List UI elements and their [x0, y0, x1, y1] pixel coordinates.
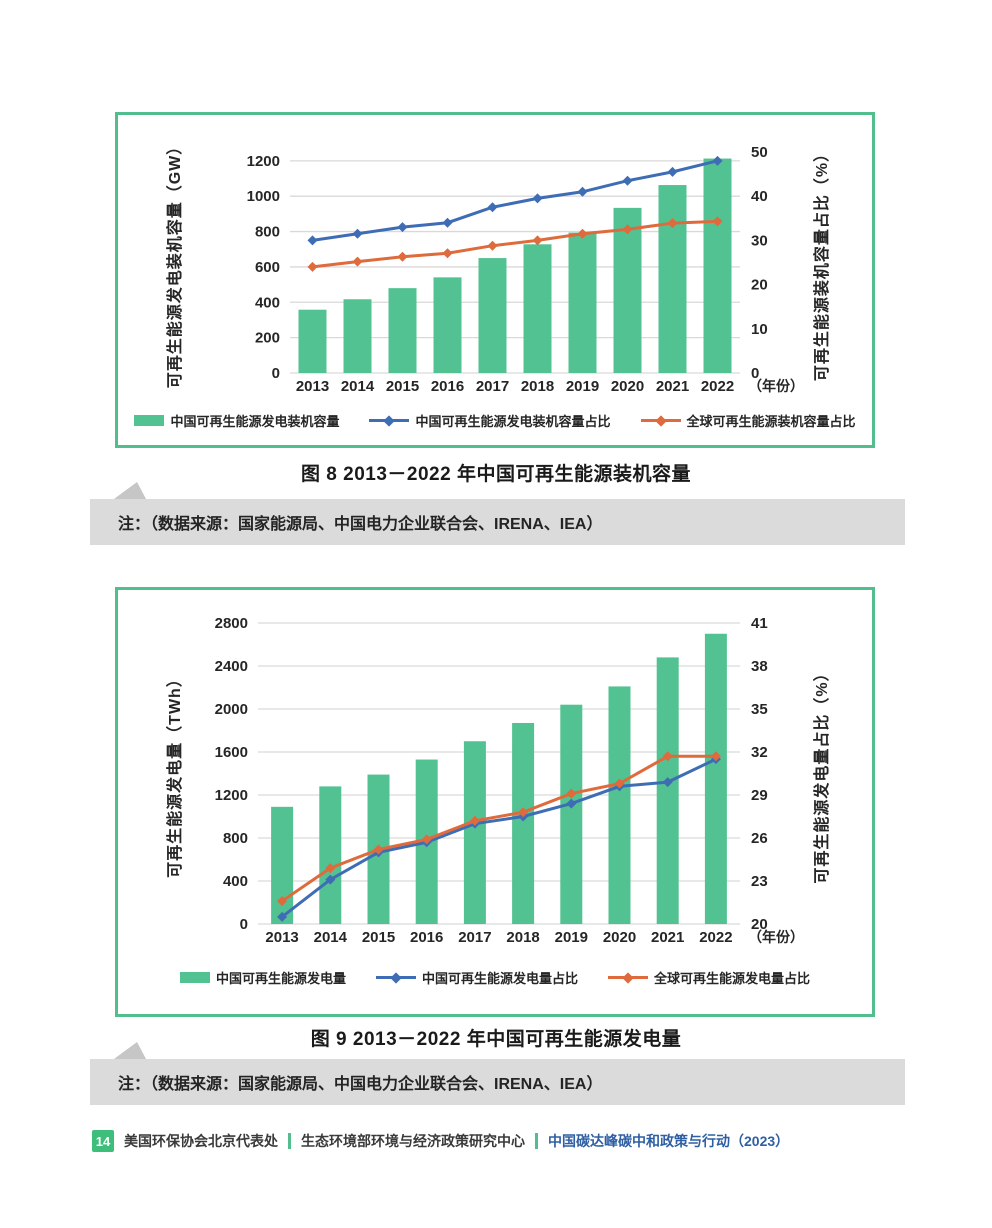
svg-text:2013: 2013 [265, 929, 298, 946]
svg-text:29: 29 [751, 787, 768, 804]
figure-9-legend: 中国可再生能源发电量 中国可再生能源发电量占比 全球可再生能源发电量占比 [118, 968, 872, 987]
svg-text:2016: 2016 [410, 929, 443, 946]
svg-text:2000: 2000 [215, 701, 248, 718]
svg-text:2014: 2014 [341, 378, 375, 395]
svg-text:32: 32 [751, 744, 768, 761]
svg-text:2018: 2018 [521, 378, 554, 395]
figure-9-caption: 图 9 2013－2022 年中国可再生能源发电量 [310, 1029, 682, 1050]
figure-8-chart-canvas: 0 200 400 600 800 1000 1200 0 10 20 30 40 50 2013 2014… [247, 144, 804, 395]
footer-doc-title: 中国碳达峰碳中和政策与行动（2023） [548, 1133, 790, 1149]
svg-text:2021: 2021 [651, 929, 684, 946]
line-marker-icon [640, 414, 681, 427]
svg-text:800: 800 [223, 830, 248, 847]
line-marker-icon [375, 971, 416, 984]
legend-label: 中国可再生能源发电量 [215, 971, 346, 986]
figure-9-note-bar: 注：（数据来源：国家能源局、中国电力企业联合会、IRENA、IEA） [90, 1042, 905, 1105]
figure-8-legend: 中国可再生能源发电装机容量 中国可再生能源发电装机容量占比 全球可再生能源装机容量占… [118, 411, 872, 430]
svg-text:（年份）: （年份） [748, 378, 804, 394]
figure-9-note-text: 注：（数据来源：国家能源局、中国电力企业联合会、IRENA、IEA） [118, 1076, 603, 1093]
figure-9-right-axis-label: 可再生能源发电量占比（%） [814, 664, 831, 884]
svg-text:41: 41 [751, 615, 768, 632]
svg-text:2014: 2014 [314, 929, 348, 946]
divider [535, 1133, 538, 1149]
svg-text:0: 0 [751, 365, 759, 382]
svg-text:（年份）: （年份） [748, 929, 804, 945]
svg-text:2017: 2017 [476, 378, 509, 395]
figure-8-left-axis-label: 可再生能源发电装机容量（GW） [167, 137, 184, 389]
figure-8-panel: 0 200 400 600 800 1000 1200 0 10 20 30 40 50 2013 2014… [115, 112, 875, 448]
legend-label: 中国可再生能源发电装机容量占比 [415, 414, 611, 429]
figure-8-caption: 图 8 2013－2022 年中国可再生能源装机容量 [301, 464, 691, 485]
figure-8-right-axis-label: 可再生能源装机容量占比（%） [814, 144, 831, 382]
figure-9-left-axis-label: 可再生能源发电量（TWh） [167, 670, 184, 878]
svg-text:400: 400 [255, 294, 280, 311]
svg-text:50: 50 [751, 144, 768, 161]
svg-text:200: 200 [255, 330, 280, 347]
footer-org1: 美国环保协会北京代表处 [124, 1133, 278, 1149]
figure-9-panel: 0 400 800 1200 1600 2000 2400 2800 20 23 26 29 32 35 3… [115, 587, 875, 1017]
svg-text:2016: 2016 [431, 378, 464, 395]
svg-text:2015: 2015 [386, 378, 419, 395]
svg-text:2017: 2017 [458, 929, 491, 946]
svg-text:10: 10 [751, 321, 768, 338]
page-number-badge: 14 [92, 1130, 114, 1152]
line-marker-icon [608, 971, 648, 984]
svg-text:2019: 2019 [555, 929, 588, 946]
svg-text:38: 38 [751, 658, 768, 675]
legend-label: 中国可再生能源发电量占比 [421, 971, 578, 986]
svg-text:2400: 2400 [215, 658, 248, 675]
divider [288, 1133, 291, 1149]
svg-text:2022: 2022 [701, 378, 734, 395]
page-footer: 14 美国环保协会北京代表处 生态环境部环境与经济政策研究中心 中国碳达峰碳中和… [92, 1128, 789, 1154]
svg-text:1200: 1200 [247, 153, 280, 170]
svg-text:2022: 2022 [699, 929, 732, 946]
svg-text:23: 23 [751, 873, 768, 890]
figure-8-note-bar: 注：（数据来源：国家能源局、中国电力企业联合会、IRENA、IEA） [90, 482, 905, 545]
svg-text:1000: 1000 [247, 188, 280, 205]
svg-text:2800: 2800 [215, 615, 248, 632]
svg-text:2021: 2021 [656, 378, 689, 395]
svg-text:20: 20 [751, 916, 768, 933]
legend-item: 全球可再生能源发电量占比 [608, 968, 810, 987]
svg-text:800: 800 [255, 224, 280, 241]
svg-text:40: 40 [751, 188, 768, 205]
svg-text:26: 26 [751, 830, 768, 847]
svg-text:2020: 2020 [611, 378, 644, 395]
svg-text:35: 35 [751, 701, 768, 718]
svg-text:600: 600 [255, 259, 280, 276]
line-marker-icon [369, 414, 410, 427]
legend-item: 全球可再生能源装机容量占比 [640, 411, 856, 430]
svg-text:30: 30 [751, 232, 768, 249]
figure-8-note-text: 注：（数据来源：国家能源局、中国电力企业联合会、IRENA、IEA） [118, 516, 603, 533]
svg-text:2020: 2020 [603, 929, 636, 946]
svg-text:400: 400 [223, 873, 248, 890]
figure-9-chart-canvas: 0 400 800 1200 1600 2000 2400 2800 20 23 26 29 32 35 3… [215, 615, 804, 946]
svg-text:0: 0 [240, 916, 248, 933]
footer-org2: 生态环境部环境与经济政策研究中心 [301, 1133, 525, 1149]
svg-text:2015: 2015 [362, 929, 395, 946]
bar-swatch-icon [179, 972, 210, 983]
svg-text:1600: 1600 [215, 744, 248, 761]
legend-item: 中国可再生能源发电量 [179, 968, 346, 987]
legend-label: 全球可再生能源装机容量占比 [686, 414, 856, 429]
svg-text:1200: 1200 [215, 787, 248, 804]
legend-item: 中国可再生能源发电量占比 [375, 968, 578, 987]
svg-text:2018: 2018 [506, 929, 539, 946]
legend-item: 中国可再生能源发电装机容量占比 [369, 411, 611, 430]
legend-item: 中国可再生能源发电装机容量 [134, 411, 339, 430]
svg-text:0: 0 [272, 365, 280, 382]
bar-swatch-icon [134, 415, 165, 426]
legend-label: 中国可再生能源发电装机容量 [170, 414, 340, 429]
svg-text:20: 20 [751, 277, 768, 294]
svg-text:2013: 2013 [296, 378, 329, 395]
legend-label: 全球可再生能源发电量占比 [654, 971, 811, 986]
svg-text:2019: 2019 [566, 378, 599, 395]
